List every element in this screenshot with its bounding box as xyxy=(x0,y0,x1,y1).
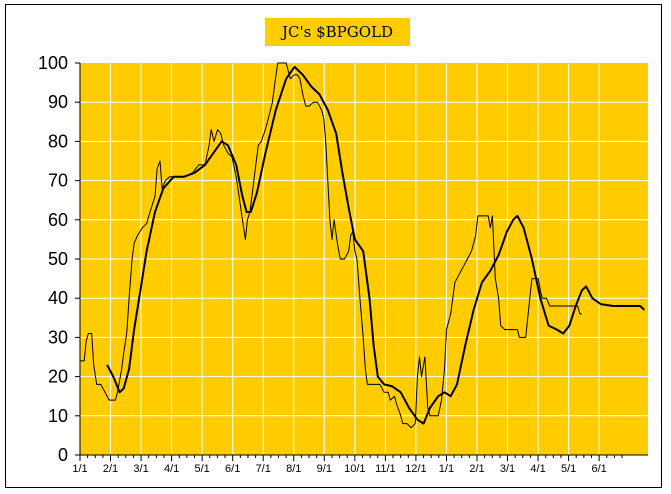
x-tick-label: 9/1 xyxy=(317,463,332,475)
gridlines xyxy=(80,63,648,455)
x-tick-label: 10/1 xyxy=(344,463,365,475)
x-tick-label: 7/1 xyxy=(256,463,271,475)
y-tick-label: 60 xyxy=(48,210,68,230)
x-tick-label: 5/1 xyxy=(561,463,576,475)
y-tick-label: 100 xyxy=(38,53,68,73)
x-tick-label: 11/1 xyxy=(375,463,396,475)
y-tick-label: 0 xyxy=(58,445,68,465)
y-tick-label: 20 xyxy=(48,367,68,387)
x-tick-label: 4/1 xyxy=(530,463,545,475)
x-tick-label: 1/1 xyxy=(439,463,454,475)
chart-title: JC's $BPGOLD xyxy=(265,18,410,46)
x-tick-label: 12/1 xyxy=(405,463,426,475)
y-tick-label: 70 xyxy=(48,171,68,191)
y-axis-ticks: 0 10 20 30 40 50 60 70 80 90 100 xyxy=(38,53,80,465)
x-tick-label: 5/1 xyxy=(195,463,210,475)
price-line xyxy=(80,62,582,429)
moving-average-line xyxy=(106,65,646,425)
x-tick-label: 6/1 xyxy=(225,463,240,475)
y-tick-label: 40 xyxy=(48,288,68,308)
y-tick-label: 50 xyxy=(48,249,68,269)
y-tick-label: 90 xyxy=(48,92,68,112)
x-tick-label: 3/1 xyxy=(133,463,148,475)
series-group xyxy=(80,62,646,429)
x-tick-label: 3/1 xyxy=(500,463,515,475)
x-tick-label: 6/1 xyxy=(591,463,606,475)
x-axis-ticks: 1/1 2/1 3/1 4/1 5/1 6/1 7/1 8/1 9/1 10/1 11/1 12/1 1… xyxy=(72,455,623,475)
x-tick-label: 2/1 xyxy=(103,463,118,475)
x-tick-label: 1/1 xyxy=(72,463,87,475)
x-tick-label: 4/1 xyxy=(164,463,179,475)
y-tick-label: 10 xyxy=(48,406,68,426)
y-tick-label: 80 xyxy=(48,131,68,151)
x-tick-label: 2/1 xyxy=(469,463,484,475)
x-tick-label: 8/1 xyxy=(286,463,301,475)
y-tick-label: 30 xyxy=(48,327,68,347)
